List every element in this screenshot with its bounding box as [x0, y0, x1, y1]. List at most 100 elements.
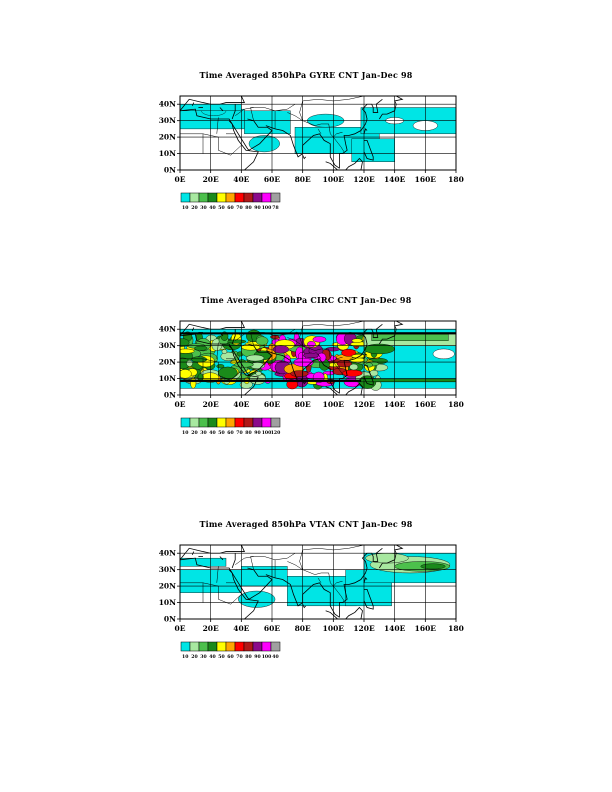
x-tick-label: 60E	[264, 175, 280, 184]
country-border	[226, 133, 239, 141]
x-tick-label: 120E	[353, 175, 375, 184]
coastline	[378, 545, 404, 569]
coastline	[339, 98, 383, 169]
coastline	[219, 107, 224, 112]
legend-swatch	[261, 641, 272, 652]
contour-region	[191, 356, 208, 363]
legend-label: 10	[182, 654, 188, 660]
x-tick-label: 120E	[353, 400, 375, 409]
country-border	[299, 96, 365, 121]
contour-region	[194, 345, 208, 351]
legend-swatch	[216, 417, 227, 428]
contour-region	[221, 349, 228, 355]
legend-swatch	[252, 417, 263, 428]
x-tick-label: 140E	[384, 400, 406, 409]
contour-region	[290, 370, 309, 377]
country-border	[287, 561, 329, 575]
contour-region	[244, 110, 291, 135]
coastlines	[180, 545, 404, 619]
legend-label: 80	[245, 654, 251, 660]
legend-swatch	[180, 192, 191, 203]
country-border	[230, 145, 242, 156]
contour-region	[186, 359, 193, 367]
map-chart-vtan: 0E 20E 40E 60E 80E 100E 120E 140E 160E 180 0N 10N 20…	[159, 544, 464, 660]
legend-label: 20	[191, 205, 197, 211]
contour-region	[349, 363, 359, 371]
x-tick-label: 20E	[203, 624, 219, 633]
legend-label: 100	[262, 430, 272, 436]
chart-title: Time Averaged 850hPa GYRE CNT Jan-Dec 98	[199, 70, 413, 80]
coastline	[180, 96, 246, 112]
y-tick-label: 20N	[159, 358, 176, 367]
y-tick-label: 0N	[164, 391, 176, 400]
legend-label: 40	[272, 654, 278, 660]
contour-band	[180, 332, 456, 335]
plot-frame	[179, 544, 457, 620]
coastline	[219, 332, 224, 337]
country-border	[250, 104, 296, 121]
legend-label: 50	[218, 205, 224, 211]
contour-field	[180, 104, 456, 162]
coastline	[191, 327, 195, 332]
country-border	[230, 370, 242, 381]
legend-label: 70	[236, 205, 242, 211]
legend-swatch	[252, 641, 263, 652]
country-border	[317, 577, 322, 583]
gridlines	[180, 321, 456, 395]
x-tick-label: 80E	[295, 400, 311, 409]
x-tick-label: 0E	[175, 400, 186, 409]
legend-swatch	[180, 641, 191, 652]
country-border	[216, 566, 219, 583]
legend-label: 90	[254, 430, 260, 436]
x-tick-label: 160E	[415, 400, 437, 409]
x-tick-label: 40E	[233, 624, 249, 633]
coastline	[180, 321, 246, 337]
legend-swatch	[261, 192, 272, 203]
y-tick-label: 30N	[159, 565, 176, 574]
legend-label: 30	[200, 205, 206, 211]
legend-label: 70	[236, 430, 242, 436]
coastline	[363, 353, 368, 359]
x-tick-label: 40E	[233, 175, 249, 184]
contour-region	[180, 369, 192, 379]
coastline	[191, 551, 195, 556]
contour-field	[180, 553, 456, 608]
legend-swatch	[243, 641, 254, 652]
contour-region	[190, 377, 197, 389]
legend-swatch	[216, 641, 227, 652]
coastline	[325, 386, 339, 395]
x-tick-label: 180	[448, 175, 464, 184]
coastlines	[180, 321, 404, 395]
coastline	[363, 365, 374, 386]
contour-band	[180, 379, 456, 383]
contour-region	[365, 362, 373, 368]
legend-label: 30	[200, 654, 206, 660]
legend-label: 60	[227, 430, 233, 436]
coastline	[345, 157, 363, 170]
coastline	[363, 140, 374, 161]
coastline	[228, 343, 273, 376]
legend-label: 50	[218, 654, 224, 660]
coastline	[228, 567, 273, 600]
legend-label: 100	[262, 205, 272, 211]
legend-label: 40	[209, 205, 215, 211]
x-tick-label: 60E	[264, 400, 280, 409]
legend-swatch	[225, 192, 236, 203]
legend-label: 90	[254, 654, 260, 660]
legend-swatch	[270, 192, 281, 203]
contour-region	[342, 369, 363, 377]
x-tick-label: 180	[448, 624, 464, 633]
x-tick-label: 20E	[203, 175, 219, 184]
x-tick-label: 0E	[175, 175, 186, 184]
map-chart-circ: 0E 20E 40E 60E 80E 100E 120E 140E 160E 180 0N 10N 20…	[159, 320, 464, 436]
legend-label: 40	[209, 430, 215, 436]
x-tick-label: 180	[448, 400, 464, 409]
x-tick-label: 120E	[353, 624, 375, 633]
legend-swatch	[198, 192, 209, 203]
contour-region	[351, 354, 366, 359]
country-border	[218, 375, 231, 381]
legend-label: 30	[200, 430, 206, 436]
legend-swatch	[270, 641, 281, 652]
y-tick-label: 40N	[159, 325, 176, 334]
contour-region	[246, 354, 265, 362]
